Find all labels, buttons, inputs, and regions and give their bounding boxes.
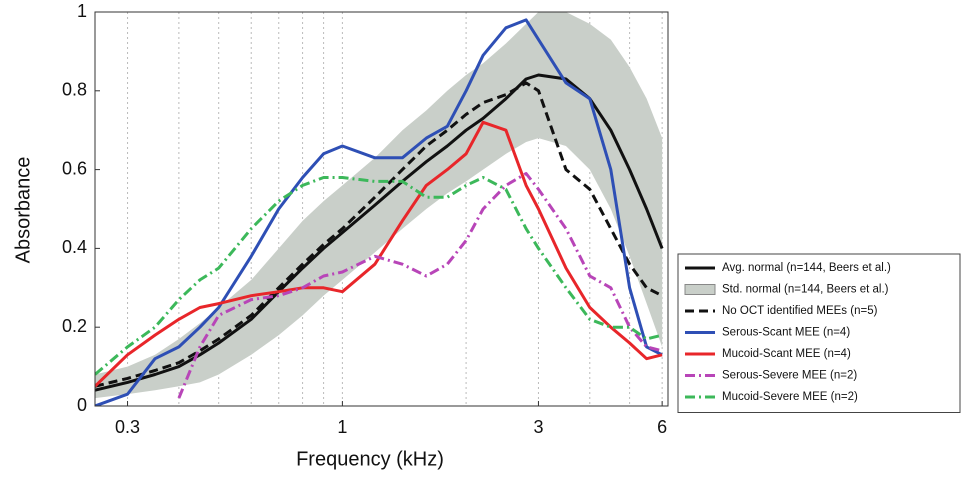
legend-box <box>677 253 961 413</box>
std-band <box>95 12 663 399</box>
legend-label: Avg. normal (n=144, Beers et al.) <box>722 262 891 274</box>
x-tick-label: 0.3 <box>115 417 140 437</box>
plot-area <box>95 12 664 406</box>
series-line <box>177 172 663 399</box>
y-tick-label: 1 <box>77 1 87 21</box>
y-tick-label: 0.4 <box>62 237 87 257</box>
x-tick-label: 6 <box>657 417 667 437</box>
series-line <box>95 120 663 388</box>
y-tick-label: 0.6 <box>62 158 87 178</box>
legend-label: Serous-Scant MEE (n=4) <box>722 327 850 339</box>
series-line <box>95 18 663 406</box>
x-axis-label: Frequency (kHz) <box>296 448 444 470</box>
plot-frame <box>94 11 669 407</box>
x-tick-label: 3 <box>533 417 543 437</box>
series-line <box>95 176 663 376</box>
y-axis-label: Absorbance <box>12 157 34 264</box>
x-tick-label: 1 <box>337 417 347 437</box>
legend-label: Mucoid-Scant MEE (n=4) <box>722 348 851 360</box>
y-tick-label: 0.2 <box>62 316 87 336</box>
y-tick-label: 0 <box>77 395 87 415</box>
legend-label: No OCT identified MEEs (n=5) <box>722 305 878 317</box>
legend-label: Serous-Severe MEE (n=2) <box>722 370 857 382</box>
legend-swatch <box>684 284 716 295</box>
legend-label: Mucoid-Severe MEE (n=2) <box>722 391 858 403</box>
legend-label: Std. normal (n=144, Beers et al.) <box>722 284 889 296</box>
y-tick-label: 0.8 <box>62 80 87 100</box>
series-line <box>95 81 663 388</box>
